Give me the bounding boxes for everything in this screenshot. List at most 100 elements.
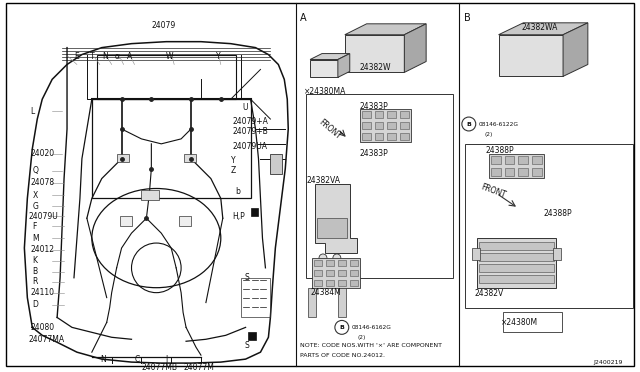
Text: 24383P: 24383P	[360, 102, 388, 110]
Text: J: J	[165, 355, 168, 363]
Circle shape	[333, 254, 341, 262]
Text: X: X	[32, 191, 38, 200]
Bar	[518, 156, 529, 164]
Text: 24079: 24079	[151, 21, 175, 30]
Text: 08146-6162G: 08146-6162G	[352, 325, 392, 330]
Text: 24110: 24110	[30, 288, 54, 297]
Bar	[401, 111, 410, 118]
Text: Q: Q	[32, 166, 38, 175]
Bar	[504, 168, 515, 176]
Bar	[314, 280, 322, 286]
Bar	[317, 218, 347, 238]
Text: Y: Y	[216, 52, 220, 61]
Text: D: D	[32, 300, 38, 309]
Text: PARTS OF CODE NO.24012.: PARTS OF CODE NO.24012.	[300, 353, 385, 357]
Text: 24382V: 24382V	[475, 289, 504, 298]
Bar	[387, 122, 396, 129]
Bar	[350, 260, 358, 266]
Text: L: L	[30, 107, 35, 116]
Text: G: G	[32, 202, 38, 211]
Bar	[184, 154, 196, 162]
Text: B: B	[467, 122, 471, 126]
Bar	[479, 253, 554, 261]
Text: (2): (2)	[484, 132, 493, 137]
Text: R: R	[32, 277, 38, 286]
Bar	[374, 133, 383, 140]
Bar	[120, 216, 131, 226]
Bar	[314, 260, 322, 266]
Bar	[491, 156, 500, 164]
Text: b: b	[236, 187, 241, 196]
Bar	[97, 55, 236, 99]
Circle shape	[319, 254, 327, 262]
Bar	[350, 280, 358, 286]
Text: S: S	[244, 273, 250, 282]
Bar	[465, 144, 634, 308]
Text: Y: Y	[230, 156, 236, 165]
Text: ×24380M: ×24380M	[500, 318, 538, 327]
Text: A: A	[300, 13, 307, 23]
Text: 24079U: 24079U	[28, 212, 58, 221]
Text: 24078: 24078	[30, 178, 54, 187]
Bar	[338, 270, 346, 276]
Bar	[179, 216, 191, 226]
Bar	[401, 133, 410, 140]
Bar	[479, 242, 554, 250]
Bar	[489, 154, 544, 177]
Text: Z: Z	[230, 166, 236, 175]
Bar	[326, 280, 334, 286]
Bar	[338, 260, 346, 266]
Text: M: M	[32, 234, 39, 243]
Bar	[306, 94, 453, 278]
Text: 24382W: 24382W	[360, 63, 391, 72]
Bar	[338, 288, 346, 317]
Text: F: F	[32, 222, 36, 231]
Bar	[338, 280, 346, 286]
Text: U: U	[243, 103, 248, 112]
Text: E: E	[74, 52, 79, 61]
Text: K: K	[32, 256, 37, 265]
Bar	[472, 248, 480, 260]
Bar	[532, 168, 542, 176]
Polygon shape	[563, 23, 588, 76]
Bar	[362, 122, 371, 129]
Text: B: B	[464, 13, 470, 23]
Bar	[326, 260, 334, 266]
Text: 24077M: 24077M	[183, 363, 214, 372]
Text: 24077MA: 24077MA	[28, 335, 65, 344]
Bar	[387, 111, 396, 118]
Text: 24080: 24080	[30, 323, 54, 332]
Bar	[553, 248, 561, 260]
Polygon shape	[315, 183, 356, 253]
Text: 24079+B: 24079+B	[233, 128, 268, 137]
Text: (2): (2)	[358, 335, 366, 340]
Bar	[362, 133, 371, 140]
Text: 24012: 24012	[30, 246, 54, 254]
Bar	[116, 154, 129, 162]
Text: 24384M: 24384M	[310, 288, 341, 297]
Text: 24382WA: 24382WA	[522, 23, 557, 32]
Text: 24388P: 24388P	[486, 146, 515, 155]
Bar	[479, 275, 554, 283]
Bar	[360, 109, 412, 142]
Bar	[270, 154, 282, 174]
Bar	[479, 264, 554, 272]
Bar	[532, 156, 542, 164]
Polygon shape	[404, 24, 426, 73]
Circle shape	[462, 117, 476, 131]
Text: A: A	[127, 52, 132, 61]
Text: T: T	[90, 52, 95, 61]
Polygon shape	[499, 23, 588, 35]
Text: ×24380MA: ×24380MA	[304, 87, 346, 96]
Bar	[362, 111, 371, 118]
Text: J2400219: J2400219	[593, 360, 623, 365]
Polygon shape	[310, 54, 350, 60]
Polygon shape	[310, 60, 338, 77]
Text: 24020: 24020	[30, 149, 54, 158]
Bar	[308, 288, 316, 317]
Bar	[518, 168, 529, 176]
Bar	[326, 270, 334, 276]
Circle shape	[335, 320, 349, 334]
Text: C: C	[134, 355, 140, 363]
Text: B: B	[339, 325, 344, 330]
